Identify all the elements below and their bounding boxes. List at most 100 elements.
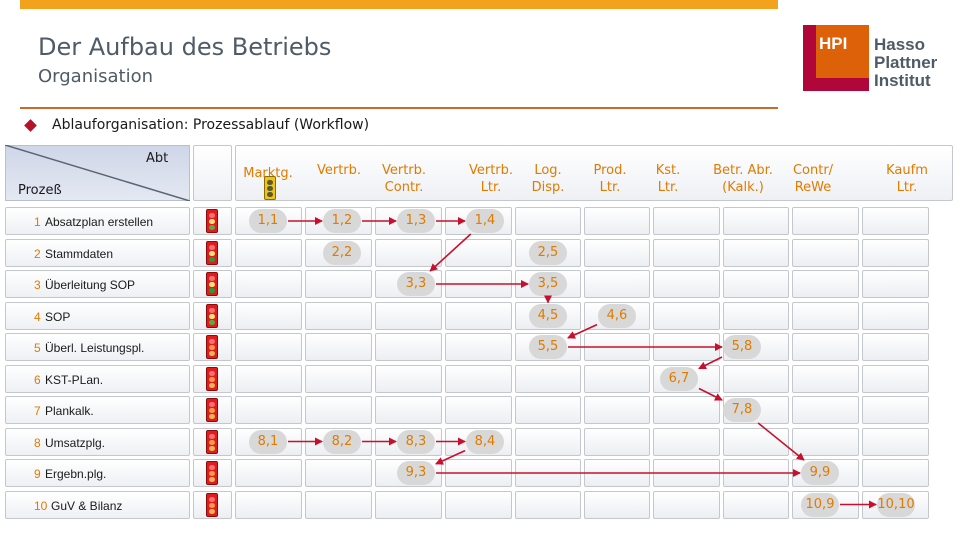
traffic-light-icon [206,335,218,359]
traffic-light-icon [206,209,218,233]
grid-cell [305,270,372,298]
grid-cell [792,364,859,393]
step-badge[interactable]: 1,3 [397,209,435,233]
grid-cell [862,301,929,330]
step-badge[interactable]: 4,5 [529,303,567,328]
traffic-light-icon [206,398,218,422]
column-header-line: Ltr. [657,180,679,195]
process-name: Umsatzplg. [45,435,106,450]
process-row-label: 9 Ergebn.plg. [5,459,190,487]
column-header-line: Contr. [384,180,424,195]
grid-cell [235,270,302,298]
column-header-vertrb: Vertrb. [317,162,361,179]
grid-cell [653,301,720,330]
grid-cell [862,427,929,456]
process-name: KST-PLan. [45,372,104,387]
process-number: 3 [34,278,41,292]
grid-cell [792,270,859,298]
process-row-label: 7 Plankalk. [5,396,190,424]
process-name: Überleitung SOP [45,278,136,292]
traffic-light-icon [206,429,218,454]
grid-cell [653,207,720,235]
grid-cell [305,459,372,487]
step-badge[interactable]: 10,9 [801,492,839,517]
process-number: 5 [34,341,41,355]
process-row-label: 4 SOP [5,301,190,330]
grid-cell [375,301,442,330]
column-header-line: Kaufm [886,163,928,178]
column-header-contr_rewe: Contr/ReWe [793,162,833,196]
process-row-label: 8 Umsatzplg. [5,427,190,456]
grid-cell [862,396,929,424]
grid-cell [235,364,302,393]
grid-cell [862,207,929,235]
step-badge[interactable]: 1,2 [323,209,361,233]
step-badge[interactable]: 8,4 [466,429,504,454]
process-row-label: 6 KST-PLan. [5,364,190,393]
column-header-line: Betr. Abr. [713,163,773,178]
status-cell [193,207,232,235]
grid-cell [305,396,372,424]
process-number: 7 [34,404,41,418]
grid-cell [445,396,512,424]
process-row-label: 5 Überl. Leistungspl. [5,333,190,361]
grid-cell [653,270,720,298]
grid-cell [792,396,859,424]
process-name: SOP [45,309,71,324]
column-header-marktg: Marktg. [243,165,293,182]
step-badge[interactable]: 5,8 [723,335,761,359]
grid-cell [723,207,789,235]
title-divider [20,107,778,109]
grid-cell [723,490,789,519]
step-badge[interactable]: 3,5 [529,272,567,296]
status-cell [193,364,232,393]
grid-cell [235,238,302,267]
column-header-kst_ltr: Kst. Ltr. [656,162,681,196]
step-badge[interactable]: 10,10 [877,492,915,517]
status-header-cell [193,145,232,201]
column-header-line: Prod. [593,163,627,178]
corner-cell [5,145,190,201]
column-header-line: (Kalk.) [722,180,764,195]
grid-cell [445,301,512,330]
step-badge[interactable]: 1,1 [249,209,287,233]
column-header-line: Ltr. [480,180,502,195]
hpi-logo: HPI Hasso Plattner Institut [803,25,945,91]
department-header [235,145,953,201]
flow-arrow [435,449,466,465]
column-header-line: Contr/ [792,163,834,178]
bullet-text: Ablauforganisation: Prozessablauf (Workf… [52,117,370,133]
column-header-line: ReWe [794,180,832,195]
grid-cell [375,333,442,361]
logo-square-orange [816,25,869,78]
step-badge[interactable]: 6,7 [660,366,698,391]
step-badge[interactable]: 1,4 [466,209,504,233]
status-cell [193,333,232,361]
step-badge[interactable]: 2,5 [529,240,567,265]
grid-cell [584,396,650,424]
step-badge[interactable]: 5,5 [529,335,567,359]
step-badge[interactable]: 3,3 [397,272,435,296]
step-badge[interactable]: 4,6 [598,303,636,328]
step-badge[interactable]: 8,1 [249,429,287,454]
traffic-light-icon [206,366,218,391]
corner-label-abt: Abt [146,151,169,166]
step-badge[interactable]: 9,3 [397,461,435,485]
step-badge[interactable]: 7,8 [723,398,761,422]
grid-cell [653,238,720,267]
step-badge[interactable]: 8,3 [397,429,435,454]
corner-diagonal [5,145,190,201]
logo-line-1: Hasso [874,35,926,54]
grid-cell [235,333,302,361]
grid-cell [235,396,302,424]
step-badge[interactable]: 8,2 [323,429,361,454]
grid-cell [305,333,372,361]
grid-cell [584,427,650,456]
grid-cell [584,238,650,267]
step-badge[interactable]: 2,2 [323,240,361,265]
corner-label-prozess: Prozeß [18,183,62,198]
page-title: Der Aufbau des Betriebs [38,33,332,61]
logo-mark: HPI [819,34,848,53]
grid-cell [723,364,789,393]
step-badge[interactable]: 9,9 [801,461,839,485]
